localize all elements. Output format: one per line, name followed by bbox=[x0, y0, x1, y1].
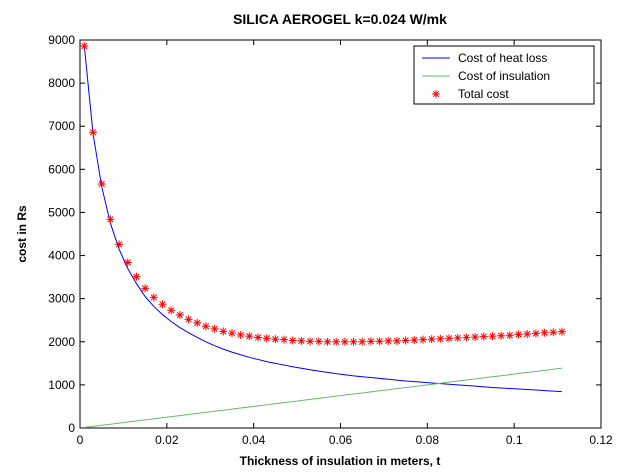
x-tick-label: 0.04 bbox=[242, 433, 266, 447]
series-line-0 bbox=[83, 46, 562, 393]
total-cost-marker bbox=[340, 337, 349, 346]
total-cost-marker bbox=[514, 330, 523, 339]
total-cost-marker bbox=[219, 327, 228, 336]
total-cost-marker bbox=[323, 337, 332, 346]
total-cost-marker bbox=[149, 293, 158, 302]
legend: Cost of heat loss Cost of insulation Tot… bbox=[413, 45, 595, 105]
total-cost-marker bbox=[123, 258, 132, 267]
total-cost-marker bbox=[306, 337, 315, 346]
y-tick-label: 3000 bbox=[48, 292, 75, 306]
x-tick-label: 0 bbox=[77, 433, 84, 447]
total-cost-marker bbox=[375, 337, 384, 346]
total-cost-marker bbox=[184, 315, 193, 324]
total-cost-marker bbox=[557, 327, 566, 336]
y-tick-label: 7000 bbox=[48, 119, 75, 133]
total-cost-marker bbox=[167, 306, 176, 315]
total-cost-marker bbox=[332, 337, 341, 346]
total-cost-marker bbox=[462, 333, 471, 342]
total-cost-marker bbox=[210, 324, 219, 333]
total-cost-marker bbox=[436, 334, 445, 343]
total-cost-marker bbox=[141, 284, 150, 293]
x-axis-label: Thickness of insulation in meters, t bbox=[240, 454, 441, 468]
total-cost-marker bbox=[271, 335, 280, 344]
y-tick-label: 2000 bbox=[48, 335, 75, 349]
total-cost-marker bbox=[280, 335, 289, 344]
total-cost-marker bbox=[358, 337, 367, 346]
total-cost-marker bbox=[505, 331, 514, 340]
y-tick-label: 4000 bbox=[48, 249, 75, 263]
y-tick-label: 0 bbox=[68, 421, 75, 435]
total-cost-marker bbox=[236, 330, 245, 339]
legend-label-total: Total cost bbox=[458, 87, 509, 101]
total-cost-marker bbox=[262, 334, 271, 343]
total-cost-marker bbox=[245, 332, 254, 341]
axis-ticks: 0 0.02 0.04 0.06 0.08 0.1 0.12 0 1000 2000 3000 400… bbox=[48, 33, 613, 447]
total-cost-marker bbox=[445, 334, 454, 343]
total-cost-marker bbox=[471, 333, 480, 342]
total-cost-marker bbox=[132, 272, 141, 281]
chart-title: SILICA AEROGEL k=0.024 W/mk bbox=[233, 11, 447, 27]
total-cost-marker bbox=[193, 318, 202, 327]
total-cost-marker bbox=[427, 335, 436, 344]
total-cost-marker bbox=[158, 300, 167, 309]
total-cost-marker bbox=[227, 329, 236, 338]
total-cost-marker bbox=[497, 331, 506, 340]
total-cost-marker bbox=[453, 333, 462, 342]
total-cost-marker bbox=[89, 128, 98, 137]
legend-box bbox=[413, 45, 595, 105]
y-tick-label: 1000 bbox=[48, 378, 75, 392]
y-tick-label: 8000 bbox=[48, 76, 75, 90]
y-axis-label: cost in Rs bbox=[15, 205, 29, 263]
total-cost-marker bbox=[531, 329, 540, 338]
x-tick-label: 0.08 bbox=[416, 433, 440, 447]
total-cost-marker bbox=[488, 332, 497, 341]
x-tick-label: 0.1 bbox=[506, 433, 523, 447]
total-cost-marker bbox=[523, 330, 532, 339]
total-cost-marker bbox=[115, 240, 124, 249]
total-cost-marker bbox=[549, 328, 558, 337]
y-tick-label: 9000 bbox=[48, 33, 75, 47]
total-cost-marker bbox=[201, 322, 210, 331]
total-cost-marker bbox=[288, 336, 297, 345]
x-tick-label: 0.12 bbox=[589, 433, 613, 447]
total-cost-marker bbox=[349, 337, 358, 346]
total-cost-marker bbox=[366, 337, 375, 346]
total-cost-marker bbox=[418, 335, 427, 344]
series-layer bbox=[80, 42, 566, 428]
x-tick-label: 0.02 bbox=[155, 433, 179, 447]
total-cost-marker bbox=[80, 42, 89, 51]
plot-area bbox=[79, 39, 602, 429]
total-cost-marker bbox=[314, 337, 323, 346]
series-line-1 bbox=[84, 367, 562, 428]
legend-swatch-total bbox=[432, 90, 440, 98]
total-cost-marker bbox=[401, 336, 410, 345]
legend-label-insulation: Cost of insulation bbox=[458, 69, 550, 83]
total-cost-marker bbox=[479, 332, 488, 341]
y-tick-label: 5000 bbox=[48, 205, 75, 219]
total-cost-marker bbox=[410, 336, 419, 345]
x-tick-label: 0.06 bbox=[329, 433, 353, 447]
total-cost-marker bbox=[540, 328, 549, 337]
total-cost-marker bbox=[297, 336, 306, 345]
total-cost-marker bbox=[384, 336, 393, 345]
total-cost-marker bbox=[106, 215, 115, 224]
total-cost-marker bbox=[254, 333, 263, 342]
legend-label-heat-loss: Cost of heat loss bbox=[458, 51, 547, 65]
total-cost-marker bbox=[392, 336, 401, 345]
y-tick-label: 6000 bbox=[48, 162, 75, 176]
total-cost-marker bbox=[175, 311, 184, 320]
total-cost-marker bbox=[97, 179, 106, 188]
